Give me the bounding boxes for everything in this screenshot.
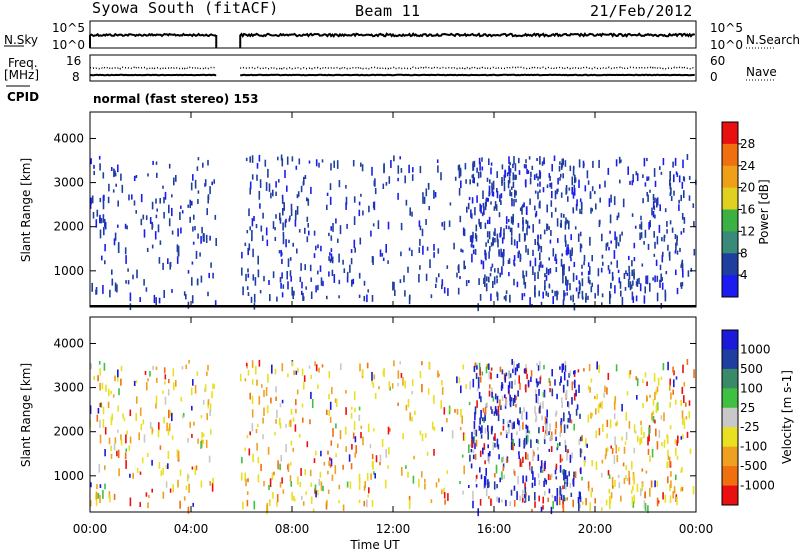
cpid-label: CPID <box>7 90 40 104</box>
nsky-label: N.Sky <box>4 33 39 47</box>
y-tick-label: 2000 <box>53 220 84 234</box>
x-axis-label: Time UT <box>349 538 400 552</box>
beam-title: Beam 11 <box>355 2 421 20</box>
noise-right-top-tick: 10^5 <box>710 21 743 35</box>
x-tick-label: 04:00 <box>174 522 209 536</box>
x-tick-label: 00:00 <box>679 522 714 536</box>
colorbar-tick-label: 8 <box>740 246 748 260</box>
colorbar-tick-label: -500 <box>740 459 767 473</box>
cpid-text: normal (fast stereo) 153 <box>93 92 259 106</box>
y-tick-label: 3000 <box>53 381 84 395</box>
colorbar-swatch <box>722 407 738 428</box>
colorbar-swatch <box>722 165 738 189</box>
noise-left-bottom-tick: 10^0 <box>52 38 85 52</box>
nave-top-tick: 60 <box>710 54 726 68</box>
velocity-panel: 1000 2000 3000 4000 Slant Range [km] <box>19 316 697 517</box>
colorbar-tick-label: -100 <box>740 440 767 454</box>
y-tick-label: 1000 <box>53 469 84 483</box>
noise-left-top-tick: 10^5 <box>52 21 85 35</box>
colorbar-tick-label: -1000 <box>740 479 775 493</box>
colorbar-swatch <box>722 231 738 254</box>
date-title: 21/Feb/2012 <box>590 2 693 20</box>
velocity-colorbar-label: Velocity [m s-1] <box>780 370 794 464</box>
colorbar-tick-label: 28 <box>740 137 755 151</box>
velocity-colorbar: 1000 500 100 25 -25 -100 -500 -1000 <box>721 329 775 506</box>
colorbar-tick-label: 16 <box>740 203 755 217</box>
freq-top-tick: 16 <box>66 54 82 68</box>
y-tick-label: 3000 <box>53 176 84 190</box>
velocity-ylabel: Slant Range [km] <box>19 363 33 467</box>
x-tick-label: 00:00 <box>73 522 108 536</box>
colorbar-tick-label: 4 <box>740 268 748 282</box>
nave-bottom-tick: 0 <box>710 70 718 84</box>
nave-label: Nave <box>746 65 777 79</box>
colorbar-tick-label: 500 <box>740 362 763 376</box>
power-colorbar-label: Power [dB] <box>757 179 771 244</box>
colorbar-swatch <box>722 209 738 232</box>
colorbar-swatch <box>722 446 738 467</box>
x-axis: 00:00 04:00 08:00 12:00 16:00 20:00 00:00 <box>73 112 714 536</box>
freq-bottom-tick: 8 <box>72 70 80 84</box>
noise-strip <box>4 20 776 49</box>
y-tick-label: 4000 <box>53 336 84 350</box>
colorbar-swatch <box>722 368 738 389</box>
colorbar-swatch <box>722 253 738 276</box>
station-title: Syowa South (fitACF) <box>92 0 279 17</box>
power-panel: 1000 2000 3000 4000 Slant Range [km] <box>19 111 697 312</box>
x-tick-label: 16:00 <box>477 522 512 536</box>
colorbar-tick-label: 20 <box>740 181 755 195</box>
colorbar-swatch <box>722 275 738 298</box>
colorbar-tick-label: -25 <box>740 420 760 434</box>
colorbar-swatch <box>722 349 738 370</box>
colorbar-tick-label: 24 <box>740 159 755 173</box>
x-tick-label: 08:00 <box>275 522 310 536</box>
freq-strip <box>89 54 776 82</box>
colorbar-swatch <box>722 427 738 448</box>
colorbar-tick-label: 25 <box>740 401 755 415</box>
colorbar-tick-label: 12 <box>740 224 755 238</box>
nsearch-label: N.Search <box>746 33 800 47</box>
colorbar-swatch <box>722 388 738 409</box>
mhz-label: [MHz] <box>4 68 40 82</box>
x-tick-label: 12:00 <box>376 522 411 536</box>
colorbar-swatch <box>722 485 738 506</box>
y-tick-label: 1000 <box>53 264 84 278</box>
noise-right-bottom-tick: 10^0 <box>710 38 743 52</box>
y-tick-label: 4000 <box>53 131 84 145</box>
freq-label: Freq. <box>8 56 38 70</box>
x-tick-label: 20:00 <box>578 522 613 536</box>
colorbar-swatch <box>722 187 738 210</box>
power-ylabel: Slant Range [km] <box>19 158 33 262</box>
power-colorbar: 28 24 20 16 12 8 4 <box>721 121 755 298</box>
colorbar-swatch <box>722 330 738 350</box>
colorbar-swatch <box>722 466 738 487</box>
y-tick-label: 2000 <box>53 425 84 439</box>
colorbar-tick-label: 1000 <box>740 342 771 356</box>
colorbar-swatch <box>722 143 738 167</box>
colorbar-tick-label: 100 <box>740 381 763 395</box>
colorbar-swatch <box>722 122 738 145</box>
